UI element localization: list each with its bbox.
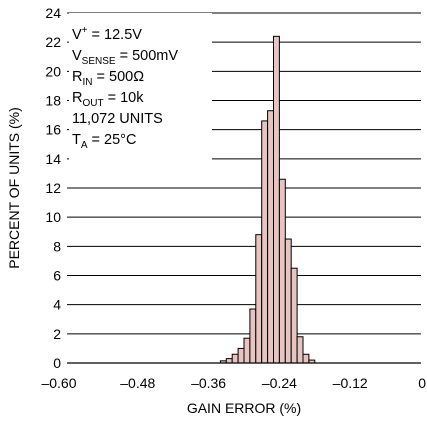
histogram-bars xyxy=(219,35,316,364)
histogram-bar xyxy=(284,238,292,364)
histogram-bar xyxy=(255,234,263,364)
histogram-bar xyxy=(267,110,275,364)
condition-rout: ROUT = 10k xyxy=(72,90,144,109)
y-tick-label: 0 xyxy=(53,355,61,371)
y-axis-title: PERCENT OF UNITS (%) xyxy=(6,107,22,269)
histogram-bar xyxy=(237,347,245,364)
y-tick-label: 8 xyxy=(53,238,61,254)
x-tick-label: –0.36 xyxy=(191,375,226,391)
condition-vsense: VSENSE = 500mV xyxy=(72,48,178,67)
x-axis-title: GAIN ERROR (%) xyxy=(187,400,301,416)
x-tick-label: –0.60 xyxy=(41,375,76,391)
y-tick-label: 4 xyxy=(53,297,61,313)
histogram-bar xyxy=(261,120,269,364)
y-tick-label: 16 xyxy=(45,122,61,138)
y-tick-label: 6 xyxy=(53,268,61,284)
condition-ta: TA = 25°C xyxy=(72,132,136,151)
y-tick-label: 20 xyxy=(45,63,61,79)
y-tick-label: 2 xyxy=(53,326,61,342)
histogram-bar xyxy=(225,358,233,364)
histogram-bar xyxy=(302,353,310,364)
y-tick-label: 24 xyxy=(45,5,61,21)
histogram-bar xyxy=(273,35,280,364)
histogram-bar xyxy=(243,337,251,364)
histogram-bar xyxy=(296,336,304,364)
x-tick-label: –0.24 xyxy=(262,375,297,391)
y-tick-label: 12 xyxy=(45,180,61,196)
histogram-bar xyxy=(249,308,257,364)
condition-units: 11,072 UNITS xyxy=(72,111,163,127)
y-tick-label: 10 xyxy=(45,209,61,225)
histogram-bar xyxy=(278,178,286,364)
histogram-bar xyxy=(231,353,239,364)
x-tick-label: –0.48 xyxy=(120,375,155,391)
y-tick-label: 14 xyxy=(45,151,61,167)
condition-vplus: V+ = 12.5V xyxy=(72,25,142,43)
y-tick-label: 22 xyxy=(45,34,61,50)
y-tick-label: 18 xyxy=(45,93,61,109)
condition-rin: RIN = 500Ω xyxy=(72,69,144,88)
test-conditions: V+ = 12.5V VSENSE = 500mV RIN = 500Ω ROU… xyxy=(72,25,178,151)
histogram-bar xyxy=(290,267,298,364)
x-tick-labels: –0.60 –0.48 –0.36 –0.24 –0.12 0 xyxy=(41,375,426,391)
x-tick-label: 0 xyxy=(418,375,426,391)
x-tick-label: –0.12 xyxy=(333,375,368,391)
conditions-box-bg xyxy=(69,13,212,181)
